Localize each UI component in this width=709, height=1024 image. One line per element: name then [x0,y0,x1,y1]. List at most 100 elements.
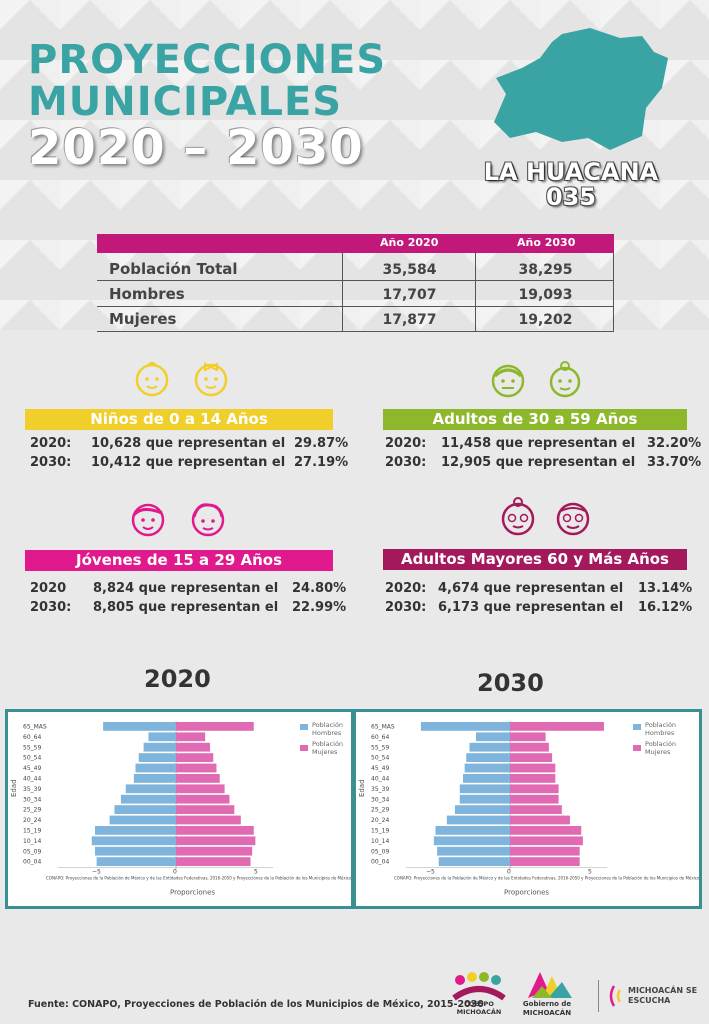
stat-percent: 33.70% [647,455,702,470]
title-line-2: MUNICIPALES [28,79,343,125]
legend-women-line1: Población [312,740,343,748]
stat-year: 2020: [30,436,72,451]
bar-women-25_29 [510,805,562,814]
stat-text: 6,173 que representan el [438,600,624,615]
y-tick-label: 45_49 [371,765,389,772]
bar-men-50_54 [138,753,176,762]
table-divider [342,253,343,331]
stat-text: 8,805 que representan el [93,600,279,615]
y-tick-label: 15_19 [23,828,41,835]
y-tick-label: 35_39 [23,786,41,793]
x-tick-label: 5 [254,869,258,876]
pyramid-svg-2030: 65_MAS 60_64 55_59 50_54 45_49 40_44 35_39 30_3… [358,721,699,897]
banner-ninos: Niños de 0 a 14 Años [25,409,333,430]
bar-women-15_19 [510,826,582,835]
table-row: Población Total 35,584 38,295 [97,256,614,281]
row-label: Hombres [109,285,185,303]
y-tick-label: 30_34 [23,796,41,803]
y-tick-label: 00_04 [371,859,389,866]
table-row: Mujeres 17,877 19,202 [97,306,614,331]
y-tick-label: 25_29 [23,807,41,814]
municipality-map-icon [494,28,668,150]
bar-men-50_54 [466,753,510,762]
bar-women-60_64 [510,732,546,742]
bar-women-20_24 [176,815,241,825]
pyramid-svg-2020: 65_MAS 60_64 55_59 50_54 45_49 40_44 35_39 30_3… [10,721,351,897]
stat-percent: 27.19% [294,455,349,470]
bar-men-15_19 [95,826,176,835]
stat-jovenes-2030: 2030: 8,805 que representan el 22.99% [30,600,350,616]
y-tick-label: 15_19 [371,828,389,835]
y-tick-label: 20_24 [371,817,389,824]
bar-men-40_44 [463,774,510,783]
y-axis-label: Edad [358,779,366,797]
bar-men-30_34 [120,794,176,804]
stat-year: 2030: [30,600,72,615]
bar-women-60_64 [176,732,206,742]
table-divider [613,253,614,331]
elderly-woman-face-icon [501,497,535,536]
x-tick-label: 5 [588,869,592,876]
bar-men-40_44 [133,774,176,783]
municipality-name: LA HUACANA 035 [440,160,702,210]
row-value-2020: 17,707 [382,287,437,303]
sound-waves-icon [609,985,622,1007]
bar-women-05_09 [510,846,580,856]
stat-percent: 13.14% [638,581,693,596]
coespo-logo-text: COESPO MICHOACÁN [456,1000,502,1016]
stat-text: 8,824 que representan el [93,581,279,596]
bar-women-05_09 [176,846,253,856]
row-value-2020: 35,584 [382,262,437,278]
legend-men-line1: Población [645,721,676,729]
stat-percent: 22.99% [292,600,347,615]
y-axis-label: Edad [10,779,18,797]
y-tick-label: 60_64 [23,734,41,741]
bar-men-45_49 [464,763,510,773]
row-value-2030: 38,295 [518,262,573,278]
title-years: 2020 – 2030 [28,120,364,176]
bar-men-05_09 [95,846,176,856]
boy-face-icon [135,361,169,397]
x-tick-label: 0 [507,869,511,876]
stat-percent: 16.12% [638,600,693,615]
stat-jovenes-2020: 2020 8,824 que representan el 24.80% [30,581,350,597]
y-tick-label: 05_09 [23,848,41,855]
y-tick-label: 65_MAS [23,724,47,731]
bar-men-00_04 [96,857,176,866]
row-label: Mujeres [109,310,177,328]
stat-year: 2020: [385,436,427,451]
stat-ninos-2020: 2020: 10,628 que representan el 29.87% [30,436,350,452]
michoacan-logo-text: Gobierno de MICHOACÁN [522,1000,572,1017]
source-note: Fuente: CONAPO, Proyecciones de Població… [28,999,484,1010]
michoacan-government-logo-icon [528,972,572,998]
bar-women-10_14 [176,836,256,846]
bar-women-50_54 [510,753,553,762]
table-divider [97,280,614,281]
bar-men-60_64 [148,732,176,742]
logo-divider [598,980,599,1012]
banner-jovenes: Jóvenes de 15 a 29 Años [25,550,333,571]
bar-men-30_34 [459,794,510,804]
title-line-1: PROYECCIONES [28,37,387,83]
bar-women-25_29 [176,805,235,814]
y-tick-label: 45_49 [23,765,41,772]
y-tick-label: 50_54 [23,755,41,762]
bar-men-00_04 [438,857,510,866]
stat-mayores-2020: 2020: 4,674 que representan el 13.14% [385,581,705,597]
bar-men-25_29 [114,805,176,814]
coespo-logo-icon [452,972,506,1001]
bar-men-60_64 [475,732,510,742]
bar-women-40_44 [510,774,556,783]
table-row: Hombres 17,707 19,093 [97,281,614,306]
bar-women-30_34 [176,794,230,804]
elderly-man-face-icon [556,502,590,536]
bar-women-00_04 [176,857,251,866]
stat-year: 2030: [385,455,427,470]
bar-men-15_19 [435,826,510,835]
y-tick-label: 30_34 [371,796,389,803]
bar-women-20_24 [510,815,570,825]
bar-men-20_24 [109,815,176,825]
stat-mayores-2030: 2030: 6,173 que representan el 16.12% [385,600,705,616]
stat-text: 10,412 que representan el [91,455,286,470]
banner-adultos: Adultos de 30 a 59 Años [383,409,687,430]
